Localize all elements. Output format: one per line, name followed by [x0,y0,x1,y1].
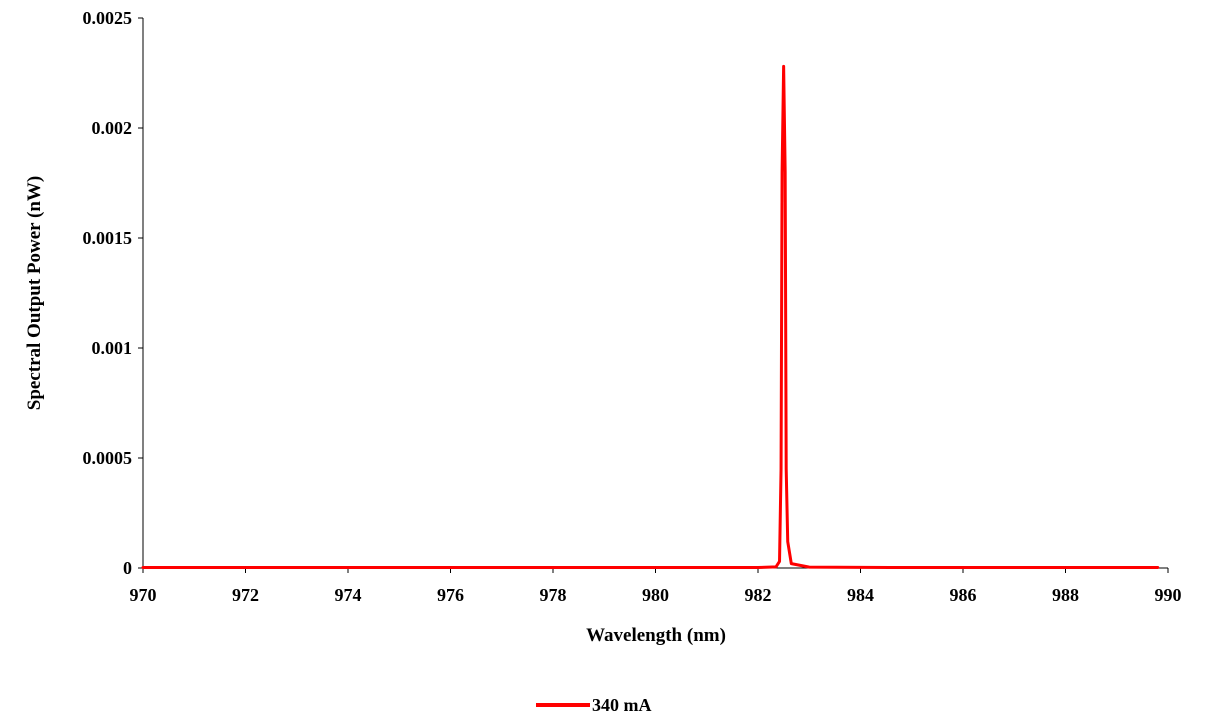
y-tick-label: 0.001 [92,338,133,358]
x-tick-label: 988 [1052,585,1079,605]
x-tick-label: 978 [540,585,567,605]
axes [142,18,1168,569]
x-tick-label: 984 [847,585,874,605]
x-tick-label: 982 [745,585,772,605]
x-tick-label: 972 [232,585,259,605]
y-tick-label: 0 [123,558,132,578]
series-layer [141,64,1160,570]
legend: 340 mA [536,695,652,715]
y-tick-label: 0.0025 [83,8,133,28]
x-tick-label: 980 [642,585,669,605]
y-tick-label: 0.0005 [83,448,133,468]
y-ticks: 0 0.0005 0.001 0.0015 0.002 0.0025 [83,8,143,578]
x-tick-label: 974 [335,585,362,605]
x-axis-title: Wavelength (nm) [586,625,726,646]
series-line-340ma [141,64,1160,570]
y-tick-label: 0.002 [92,118,133,138]
y-tick-label: 0.0015 [83,228,133,248]
x-tick-label: 986 [950,585,977,605]
y-axis-title: Spectral Output Power (nW) [24,176,45,411]
x-tick-label: 976 [437,585,464,605]
x-ticks: 970 972 974 976 978 980 982 984 986 988 990 [130,568,1182,605]
x-tick-label: 970 [130,585,157,605]
x-tick-label: 990 [1155,585,1182,605]
legend-label-340ma: 340 mA [592,695,652,715]
